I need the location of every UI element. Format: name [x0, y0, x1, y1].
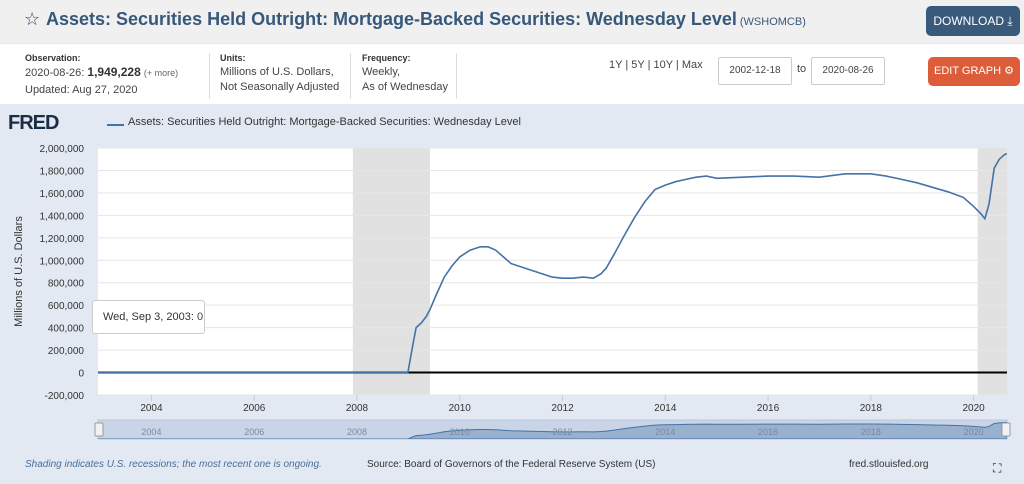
tooltip: Wed, Sep 3, 2003: 0	[92, 300, 205, 334]
series-id: (WSHOMCB)	[739, 16, 806, 28]
x-tick-label: 2006	[243, 403, 266, 414]
navigator-label: 2014	[655, 427, 675, 437]
x-tick-label: 2014	[654, 403, 677, 414]
recession-band	[977, 148, 1007, 395]
navigator-handle[interactable]	[94, 422, 104, 437]
units-line1: Millions of U.S. Dollars,	[220, 66, 334, 78]
observation-more-link[interactable]: (+ more)	[143, 68, 179, 78]
frequency-line2: As of Wednesday	[362, 81, 449, 93]
y-tick-label: 2,000,000	[40, 144, 85, 155]
site-link[interactable]: fred.stlouisfed.org	[849, 459, 929, 470]
navigator-label: 2018	[861, 427, 881, 437]
range-5y[interactable]: 5Y	[631, 59, 645, 71]
chart-area: FRED Assets: Securities Held Outright: M…	[0, 104, 1024, 484]
y-tick-label: 1,000,000	[40, 256, 85, 267]
y-axis-title: Millions of U.S. Dollars	[13, 216, 25, 327]
y-tick-label: 1,400,000	[40, 211, 85, 222]
plot-background	[98, 148, 1007, 395]
observation-value: 1,949,228	[87, 65, 141, 79]
x-tick-label: 2018	[860, 403, 883, 414]
y-tick-label: 600,000	[48, 301, 85, 312]
divider	[350, 53, 351, 99]
chart-svg[interactable]: -200,000 0 200,000 400,000 600,000 800,000 1,0…	[0, 104, 1024, 484]
frequency-block: Frequency: Weekly, As of Wednesday	[362, 53, 448, 95]
x-tick-label: 2010	[449, 403, 472, 414]
frequency-line1: Weekly,	[362, 66, 401, 78]
title-bar: ☆ Assets: Securities Held Outright: Mort…	[0, 0, 1024, 44]
y-axis-title-text: Millions of U.S. Dollars	[13, 216, 25, 327]
download-button[interactable]: DOWNLOAD ⤓	[926, 6, 1020, 36]
range-selector: 1Y | 5Y | 10Y | Max	[609, 59, 703, 71]
recession-note: Shading indicates U.S. recessions; the m…	[25, 459, 322, 470]
star-icon[interactable]: ☆	[24, 9, 41, 29]
range-10y[interactable]: 10Y	[653, 59, 673, 71]
navigator-label: 2010	[450, 427, 470, 437]
y-tick-label: 1,600,000	[40, 189, 85, 200]
navigator[interactable]: 2004 2006 2008 2010 2012 2014 2016 2018 2020	[94, 419, 1011, 440]
meta-panel: Observation: 2020-08-26: 1,949,228 (+ mo…	[0, 45, 1024, 103]
download-label: DOWNLOAD	[933, 14, 1004, 28]
frequency-label: Frequency:	[362, 53, 411, 63]
observation-date: 2020-08-26:	[25, 67, 85, 79]
observation-line: 2020-08-26: 1,949,228 (+ more)	[25, 65, 178, 81]
x-tick-label: 2004	[140, 403, 163, 414]
navigator-label: 2008	[347, 427, 367, 437]
series-line[interactable]	[98, 152, 1007, 374]
y-tick-label: 1,200,000	[40, 234, 85, 245]
tooltip-value: 0	[196, 311, 204, 323]
series-path[interactable]	[98, 152, 1007, 374]
y-tick-label: 0	[78, 369, 84, 380]
y-tick-label: -200,000	[45, 391, 85, 402]
plot-area	[98, 148, 1007, 395]
x-axis-labels: 2004 2006 2008 2010 2012 2014 2016 2018 2020	[140, 395, 985, 414]
edit-graph-label: EDIT GRAPH	[934, 65, 1002, 77]
divider	[456, 53, 457, 99]
recession-shading	[352, 148, 1007, 395]
download-icon: ⤓	[1007, 14, 1013, 28]
recession-band	[352, 148, 430, 395]
gridlines	[98, 147, 1007, 396]
units-label: Units:	[220, 53, 246, 63]
navigator-label: 2012	[553, 427, 573, 437]
title-text: Assets: Securities Held Outright: Mortga…	[46, 9, 737, 29]
range-max[interactable]: Max	[681, 59, 703, 71]
edit-graph-button[interactable]: EDIT GRAPH ⚙	[928, 57, 1020, 86]
navigator-label: 2006	[244, 427, 264, 437]
start-date-input[interactable]: 2002-12-18	[718, 57, 792, 85]
y-tick-label: 400,000	[48, 324, 85, 335]
x-tick-label: 2020	[962, 403, 985, 414]
y-tick-label: 200,000	[48, 346, 85, 357]
units-line2: Not Seasonally Adjusted	[220, 81, 340, 93]
navigator-handle[interactable]	[1001, 422, 1011, 437]
divider	[209, 53, 210, 99]
fullscreen-icon[interactable]: ⛶	[993, 461, 1002, 475]
gear-icon: ⚙	[1004, 65, 1014, 77]
range-1y[interactable]: 1Y	[609, 59, 623, 71]
page-title: Assets: Securities Held Outright: Mortga…	[46, 9, 806, 30]
y-axis-labels: -200,000 0 200,000 400,000 600,000 800,000 1,0…	[40, 144, 85, 402]
x-tick-label: 2008	[346, 403, 369, 414]
tooltip-date: Wed, Sep 3, 2003:	[103, 311, 194, 323]
end-date-input[interactable]: 2020-08-26	[811, 57, 885, 85]
source-text: Source: Board of Governors of the Federa…	[367, 459, 656, 470]
navigator-series	[98, 421, 1007, 439]
y-tick-label: 800,000	[48, 279, 85, 290]
navigator-label: 2004	[141, 427, 161, 437]
navigator-label: 2020	[964, 427, 984, 437]
observation-block: Observation: 2020-08-26: 1,949,228 (+ mo…	[25, 53, 178, 98]
x-tick-label: 2012	[551, 403, 574, 414]
fred-logo: FRED	[8, 112, 59, 134]
updated-text: Updated: Aug 27, 2020	[25, 84, 138, 96]
observation-label: Observation:	[25, 53, 81, 63]
y-tick-label: 1,800,000	[40, 166, 85, 177]
x-tick-label: 2016	[757, 403, 780, 414]
navigator-label: 2016	[758, 427, 778, 437]
to-label: to	[797, 63, 807, 75]
units-block: Units: Millions of U.S. Dollars, Not Sea…	[220, 53, 339, 95]
legend-label: Assets: Securities Held Outright: Mortga…	[128, 116, 521, 128]
legend-swatch	[107, 124, 124, 126]
